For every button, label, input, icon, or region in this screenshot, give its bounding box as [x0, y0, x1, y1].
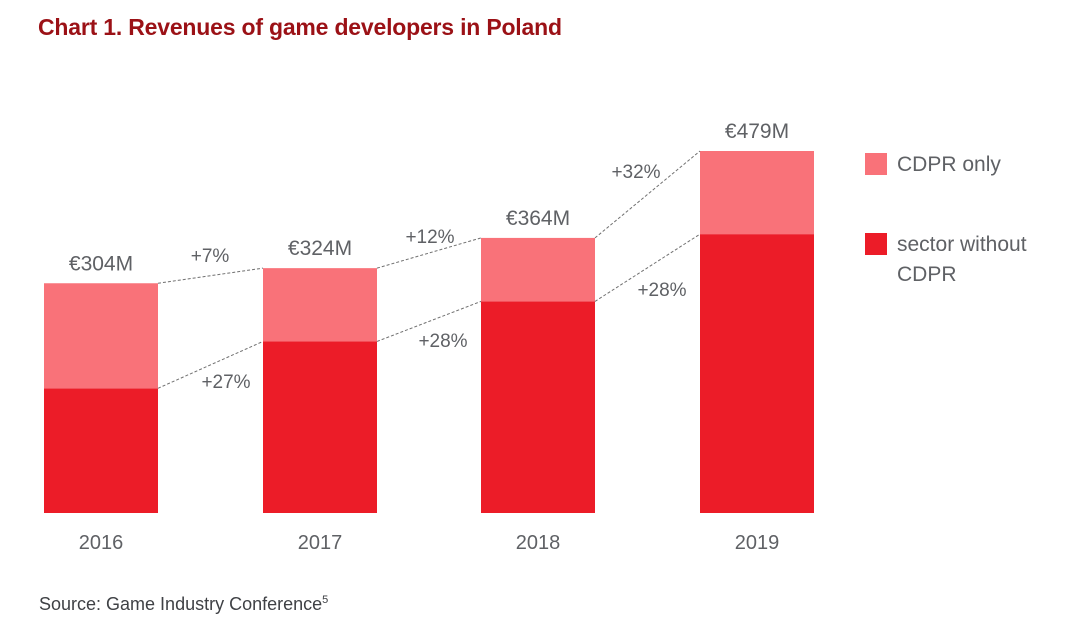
bar-cdpr-2016 — [44, 283, 158, 389]
connector-total-1 — [376, 237, 482, 269]
x-tick-label-2017: 2017 — [298, 532, 343, 554]
legend-item-cdpr-only: CDPR only — [865, 150, 1075, 180]
connector-total-2 — [594, 150, 701, 239]
source-text: Source: Game Industry Conference — [39, 594, 323, 614]
legend-label-sector-without-cdpr: sector without CDPR — [897, 233, 1027, 286]
growth-total-label-0: +7% — [191, 246, 230, 267]
total-label-2016: €304M — [69, 252, 133, 275]
legend-label-cdpr-only: CDPR only — [897, 153, 1001, 176]
x-tick-label-2019: 2019 — [735, 532, 780, 554]
bar-sector-2019 — [700, 234, 814, 513]
total-label-2019: €479M — [725, 120, 789, 143]
source-note: Source: Game Industry Conference5 — [39, 594, 328, 615]
x-tick-label-2018: 2018 — [516, 532, 561, 554]
connector-total-0 — [157, 267, 264, 284]
bar-cdpr-2018 — [481, 237, 595, 302]
bar-sector-2018 — [481, 301, 595, 513]
connector-sector-1 — [376, 300, 482, 342]
legend-swatch-cdpr-only — [865, 153, 887, 175]
connector-sector-2 — [594, 233, 701, 302]
growth-total-label-2: +32% — [611, 162, 660, 183]
legend: CDPR only sector without CDPR — [865, 150, 1075, 340]
bar-cdpr-2017 — [263, 268, 377, 342]
chart-title: Chart 1. Revenues of game developers in … — [38, 14, 562, 40]
growth-total-label-1: +12% — [405, 227, 454, 248]
x-tick-label-2016: 2016 — [79, 532, 124, 554]
growth-sector-label-2: +28% — [637, 280, 686, 301]
connector-sector-0 — [157, 340, 264, 389]
footnote-marker: 5 — [322, 594, 329, 606]
bar-cdpr-2019 — [700, 151, 814, 235]
bar-sector-2017 — [263, 341, 377, 513]
growth-sector-label-1: +28% — [418, 331, 467, 352]
growth-sector-label-0: +27% — [201, 372, 250, 393]
legend-swatch-sector-without-cdpr — [865, 233, 887, 255]
total-label-2017: €324M — [288, 237, 352, 260]
legend-item-sector-without-cdpr: sector without CDPR — [865, 230, 1075, 290]
total-label-2018: €364M — [506, 207, 570, 230]
bar-sector-2016 — [44, 388, 158, 513]
